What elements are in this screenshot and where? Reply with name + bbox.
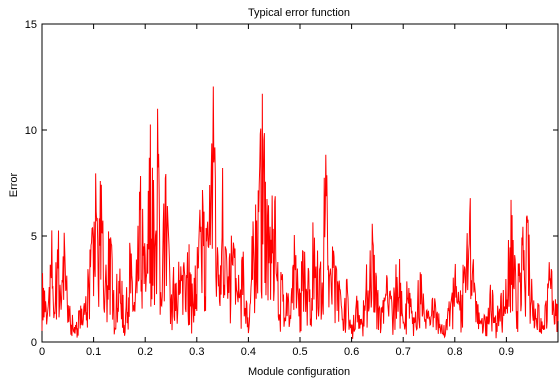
x-tick-label: 0.7: [396, 346, 411, 358]
series-line-0: [41, 86, 559, 339]
y-axis-label: Error: [8, 172, 20, 197]
y-tick-label: 15: [25, 19, 37, 31]
x-tick-label: 0.3: [189, 346, 204, 358]
y-tick-label: 10: [25, 125, 37, 137]
y-tick-label: 0: [31, 337, 37, 349]
y-tick-label: 5: [31, 231, 37, 243]
x-tick-label: 0.4: [241, 346, 256, 358]
x-tick-label: 0.1: [86, 346, 101, 358]
y-axis: 0 5 10 15: [25, 19, 558, 349]
x-axis-label: Module configuration: [248, 366, 350, 378]
plot-area: [41, 23, 559, 343]
x-tick-label: 0.9: [499, 346, 514, 358]
chart-title: Typical error function: [248, 7, 350, 19]
x-tick-label: 0.5: [292, 346, 307, 358]
x-axis: 0 0.1 0.2 0.3 0.4 0.5 0.6 0.7 0.8 0.9: [39, 24, 514, 358]
x-tick-label: 0.6: [344, 346, 359, 358]
x-tick-label: 0: [39, 346, 45, 358]
x-tick-label: 0.8: [447, 346, 462, 358]
x-tick-label: 0.2: [138, 346, 153, 358]
